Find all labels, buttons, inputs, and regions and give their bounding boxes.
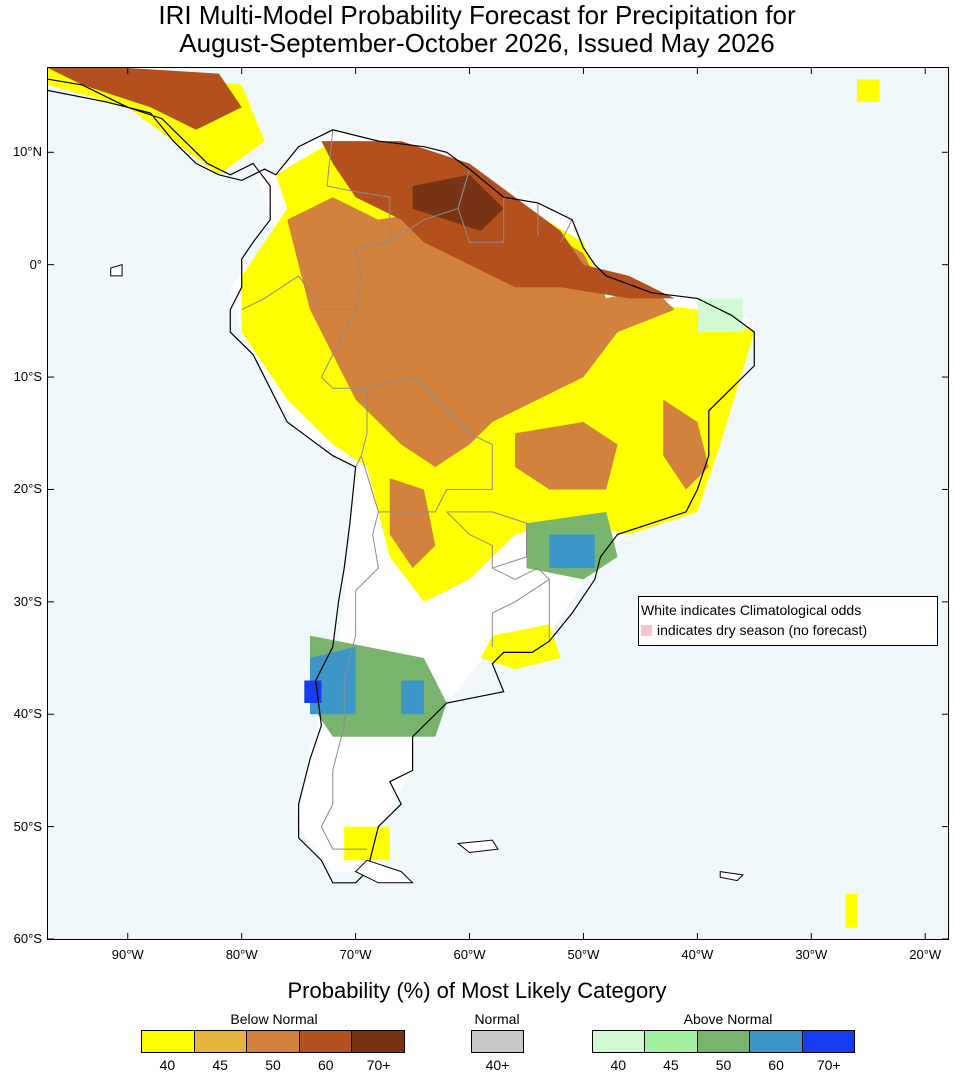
forecast-map bbox=[47, 67, 949, 940]
forecast-region-7 bbox=[321, 141, 675, 299]
legend-below-swatch-0 bbox=[142, 1031, 195, 1052]
island-1 bbox=[719, 871, 744, 882]
country-border-4 bbox=[560, 219, 573, 243]
legend-normal-label: Normal bbox=[474, 1011, 520, 1027]
lon-label-2: 70°W bbox=[339, 947, 372, 962]
legend-below-tick-3: 60 bbox=[318, 1057, 334, 1073]
forecast-region-20 bbox=[856, 79, 880, 102]
dry-season-note: indicates dry season (no forecast) bbox=[641, 620, 937, 640]
legend-above-swatch-4 bbox=[802, 1031, 855, 1052]
legend-above-swatch-3 bbox=[750, 1031, 803, 1052]
legend-title: Probability (%) of Most Likely Category bbox=[287, 978, 667, 1003]
map-canvas bbox=[48, 68, 948, 939]
forecast-region-4 bbox=[515, 422, 618, 490]
legend-below-tick-1: 45 bbox=[212, 1057, 228, 1073]
forecast-region-6 bbox=[389, 478, 436, 569]
lat-label-4: 30°S bbox=[13, 593, 42, 609]
lat-label-5: 40°S bbox=[13, 706, 42, 722]
dry-season-swatch bbox=[641, 625, 652, 636]
legend-below-tick-0: 40 bbox=[159, 1057, 176, 1073]
legend-above-colorbar bbox=[592, 1030, 855, 1053]
legend-above-label: Above Normal bbox=[683, 1011, 773, 1027]
legend-below-tick-4: 70+ bbox=[366, 1057, 391, 1073]
lon-label-3: 60°W bbox=[453, 947, 486, 962]
lat-label-6: 50°S bbox=[13, 818, 42, 834]
country-border-10 bbox=[446, 511, 527, 569]
legend-below-swatch-3 bbox=[299, 1031, 353, 1052]
map-note-box: White indicates Climatological odds indi… bbox=[638, 596, 938, 646]
legend-below-swatch-4 bbox=[352, 1031, 404, 1052]
coastline bbox=[48, 78, 755, 884]
lat-label-2: 10°S bbox=[13, 369, 42, 385]
country-border-8 bbox=[360, 455, 493, 513]
island-2 bbox=[110, 264, 123, 277]
island-0 bbox=[456, 839, 499, 854]
legend-above-tick-0: 40 bbox=[610, 1057, 627, 1073]
lat-label-3: 20°S bbox=[13, 481, 42, 497]
legend-below-colorbar bbox=[141, 1030, 405, 1053]
lat-label-1: 0° bbox=[29, 256, 42, 272]
forecast-region-18 bbox=[697, 298, 743, 333]
country-border-0 bbox=[298, 129, 391, 311]
legend-above-swatch-0 bbox=[593, 1031, 646, 1052]
legend-above-tick-4: 70+ bbox=[816, 1057, 841, 1073]
forecast-region-17 bbox=[344, 826, 390, 861]
forecast-region-8 bbox=[48, 68, 242, 130]
lon-label-1: 80°W bbox=[225, 947, 258, 962]
forecast-region-16 bbox=[480, 624, 561, 670]
lon-label-6: 30°W bbox=[795, 947, 828, 962]
lat-label-7: 60°S bbox=[13, 931, 42, 946]
map-title-line1: IRI Multi-Model Probability Forecast for… bbox=[158, 0, 796, 30]
lon-label-5: 40°W bbox=[681, 947, 714, 962]
lon-label-4: 50°W bbox=[567, 947, 600, 962]
legend-above-swatch-2 bbox=[697, 1031, 751, 1052]
lon-label-7: 20°W bbox=[909, 947, 942, 962]
forecast-region-9 bbox=[412, 174, 504, 231]
legend-below-tick-2: 50 bbox=[265, 1057, 281, 1073]
country-border-5 bbox=[241, 275, 299, 311]
legend-above-tick-3: 60 bbox=[768, 1057, 784, 1073]
legend-above-tick-1: 45 bbox=[663, 1057, 679, 1073]
legend-normal-tick-0: 40+ bbox=[485, 1057, 510, 1073]
legend-below-swatch-2 bbox=[247, 1031, 300, 1052]
forecast-region-5 bbox=[663, 399, 709, 490]
legend-below-swatch-1 bbox=[194, 1031, 248, 1052]
dry-season-text: indicates dry season (no forecast) bbox=[657, 622, 868, 638]
legend-normal-swatch-0 bbox=[472, 1031, 523, 1052]
forecast-region-15 bbox=[304, 680, 322, 703]
forecast-region-14 bbox=[401, 680, 424, 715]
country-border-2 bbox=[457, 168, 505, 243]
forecast-region-19 bbox=[845, 894, 857, 928]
legend-above-tick-2: 50 bbox=[715, 1057, 732, 1073]
map-title-line2: August-September-October 2026, Issued Ma… bbox=[179, 28, 775, 58]
island-3 bbox=[354, 859, 414, 884]
legend-normal-colorbar bbox=[471, 1030, 524, 1053]
country-border-7 bbox=[366, 376, 493, 490]
legend-below-label: Below Normal bbox=[230, 1011, 318, 1027]
forecast-region-11 bbox=[549, 534, 595, 569]
country-border-9 bbox=[320, 511, 379, 850]
legend-above-swatch-1 bbox=[645, 1031, 698, 1052]
climatology-note: White indicates Climatological odds bbox=[641, 602, 862, 618]
lat-label-0: 10°N bbox=[12, 144, 42, 160]
lon-label-0: 90°W bbox=[111, 947, 144, 962]
